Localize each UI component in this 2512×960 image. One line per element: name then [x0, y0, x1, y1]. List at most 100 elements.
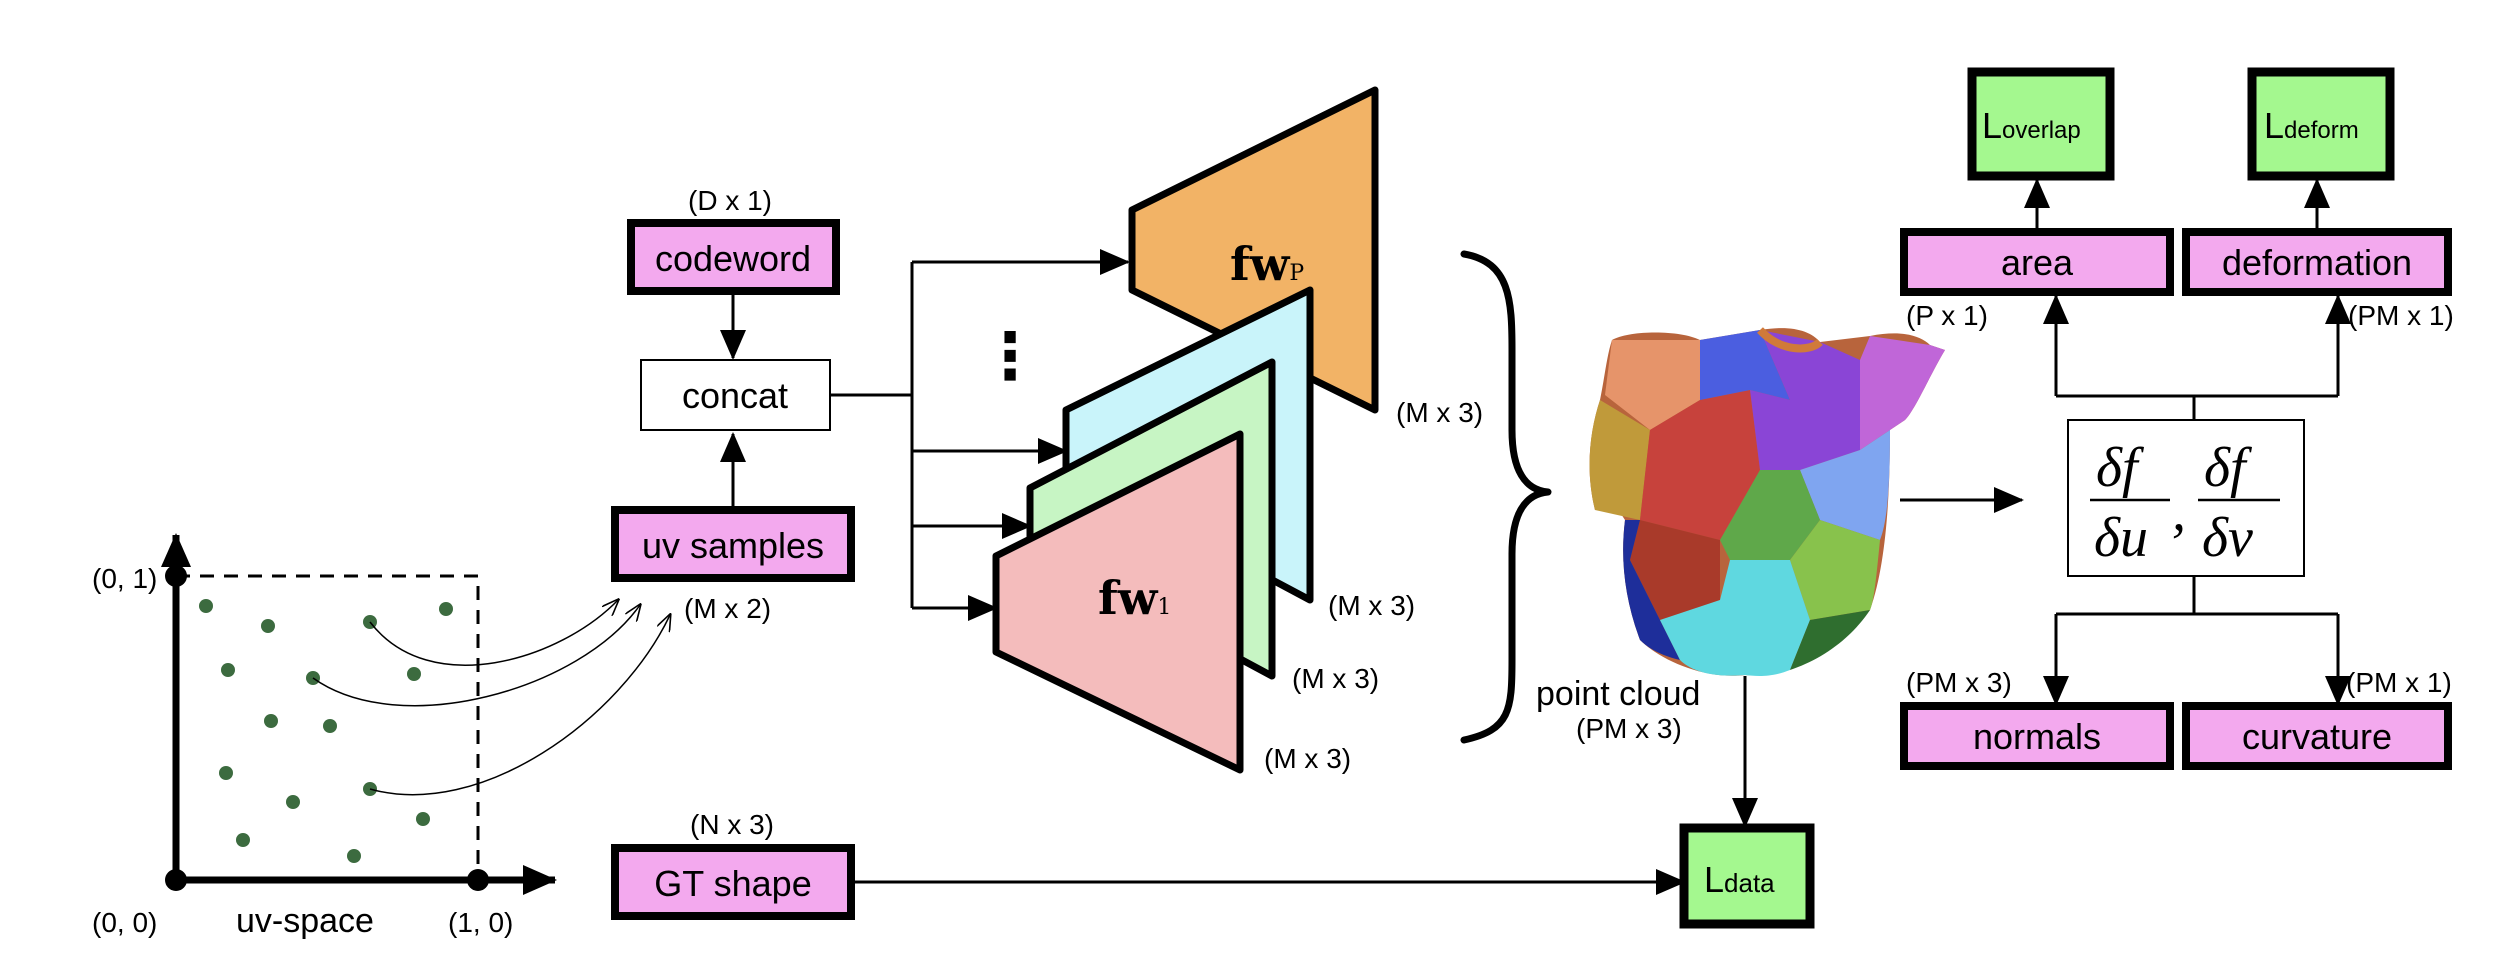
concat-label: concat: [682, 375, 788, 416]
uv-space-plot: uv-space (0, 0) (1, 0) (0, 1): [92, 533, 670, 940]
uv-samples-dims: (M x 2): [684, 593, 771, 624]
network-top-label: fwP: [1230, 237, 1304, 291]
pc-patch-lightblue: [1800, 430, 1890, 540]
uv-space-label: uv-space: [236, 902, 374, 940]
normals-label: normals: [1973, 716, 2101, 757]
network-ellipsis: ⋮: [978, 320, 1042, 394]
curvature-box: [2182, 702, 2452, 770]
network-top-shape: [1128, 86, 1379, 414]
pc-patch-purple: [1750, 330, 1860, 470]
deformation-label: deformation: [2222, 242, 2412, 283]
pc-patch-orange: [1605, 340, 1700, 430]
network-bottom-shape: [992, 430, 1244, 774]
uv-sample-dot: [439, 602, 453, 616]
loss-overlap-label: Loverlap: [1982, 105, 2081, 146]
sample-arc: [369, 615, 670, 796]
uv-sample-dot: [221, 663, 235, 677]
network-cyan-dims: (M x 3): [1328, 590, 1415, 621]
point-cloud-label: point cloud: [1536, 675, 1700, 713]
curvature-dims: (PM x 1): [2346, 667, 2452, 698]
gt-shape-block: (N x 3) GT shape: [611, 809, 855, 920]
uv-corner-y: [165, 565, 187, 587]
concat-box: [640, 359, 831, 431]
uv-sample-dot: [407, 667, 421, 681]
point-cloud-image: point cloud (PM x 3): [1536, 327, 1945, 744]
pc-patch-red: [1640, 390, 1760, 540]
area-dims: (P x 1): [1906, 300, 1988, 331]
uv-corner-x-label: (1, 0): [448, 907, 513, 938]
sample-arc: [369, 600, 618, 666]
concat-block: concat: [640, 359, 831, 431]
lower-routing: [2043, 576, 2351, 706]
uv-corner-origin: [165, 869, 187, 891]
uv-samples-label: uv samples: [642, 525, 824, 566]
concat-routing: [830, 249, 1130, 621]
pc-collar: [1757, 327, 1823, 353]
loss-deform-block: Ldeform: [2247, 67, 2395, 181]
codeword-block: (D x 1) codeword: [627, 185, 840, 295]
point-cloud-dims: (PM x 3): [1576, 713, 1682, 744]
loss-overlap-main: L: [1982, 105, 2002, 146]
uv-sample-dot: [323, 719, 337, 733]
loss-data-main: L: [1704, 859, 1724, 900]
derivative-num-u: δf: [2096, 437, 2145, 499]
derivatives-box: [2067, 419, 2305, 577]
loss-deform-box: [2247, 67, 2395, 181]
uv-sample-dot: [416, 812, 430, 826]
normals-box: [1900, 702, 2174, 770]
pc-patch-violet: [1860, 336, 1945, 450]
derivatives-block: δf δu , δf δv: [2067, 419, 2305, 577]
uv-sample-dots: [199, 599, 453, 863]
loss-deform-sub: deform: [2284, 117, 2359, 144]
loss-overlap-box: [1967, 67, 2115, 181]
area-box: [1900, 228, 2174, 296]
curvature-label: curvature: [2242, 716, 2392, 757]
pc-patch-cyan: [1660, 560, 1810, 676]
area-label: area: [2001, 242, 2074, 283]
uv-sample-dot: [199, 599, 213, 613]
loss-data-sub: data: [1724, 868, 1775, 898]
gt-shape-dims: (N x 3): [690, 809, 774, 840]
loss-overlap-sub: overlap: [2002, 117, 2081, 144]
loss-deform-main: L: [2264, 105, 2284, 146]
uv-sample-dot: [236, 833, 250, 847]
network-bottom-label-main: fw: [1098, 571, 1159, 625]
pc-patch-olive: [1589, 400, 1650, 520]
deformation-dims: (PM x 1): [2348, 300, 2454, 331]
network-top: fwP (M x 3): [1128, 86, 1483, 428]
codeword-label: codeword: [655, 238, 811, 279]
network-bottom-dims: (M x 3): [1264, 743, 1351, 774]
derivative-den-v: δv: [2202, 507, 2253, 569]
network-top-dims: (M x 3): [1396, 397, 1483, 428]
loss-overlap-block: Loverlap: [1967, 67, 2115, 181]
network-green-dims: (M x 3): [1292, 663, 1379, 694]
normals-dims: (PM x 3): [1906, 667, 2012, 698]
uv-sample-dot: [261, 619, 275, 633]
uv-corner-y-label: (0, 1): [92, 563, 157, 594]
gt-shape-box: [611, 844, 855, 920]
codeword-dims: (D x 1): [688, 185, 772, 216]
uv-samples-block: uv samples (M x 2): [611, 506, 855, 624]
network-bottom-label: fw1: [1098, 571, 1171, 625]
uv-sample-dot: [347, 849, 361, 863]
uv-origin-label: (0, 0): [92, 907, 157, 938]
gt-shape-label: GT shape: [654, 863, 811, 904]
pc-patch-green: [1720, 470, 1820, 560]
network-top-label-main: fw: [1230, 237, 1291, 291]
pc-patch-darkred: [1630, 520, 1720, 620]
codeword-box: [627, 219, 840, 295]
uv-corner-x: [467, 869, 489, 891]
upper-routing: [2043, 294, 2351, 420]
loss-data-block: Ldata: [1679, 823, 1815, 929]
network-bottom: fw1 (M x 3): [992, 430, 1351, 774]
uv-sample-dot: [264, 714, 278, 728]
deformation-box: [2182, 228, 2452, 296]
union-brace: [1460, 250, 1552, 744]
uv-sample-dot: [286, 795, 300, 809]
derivative-den-u: δu: [2094, 507, 2148, 569]
derivative-sep: ,: [2172, 481, 2186, 543]
deformation-block: deformation (PM x 1): [2182, 228, 2454, 331]
pc-patch-lime: [1790, 520, 1880, 620]
uv-samples-box: [611, 506, 855, 582]
